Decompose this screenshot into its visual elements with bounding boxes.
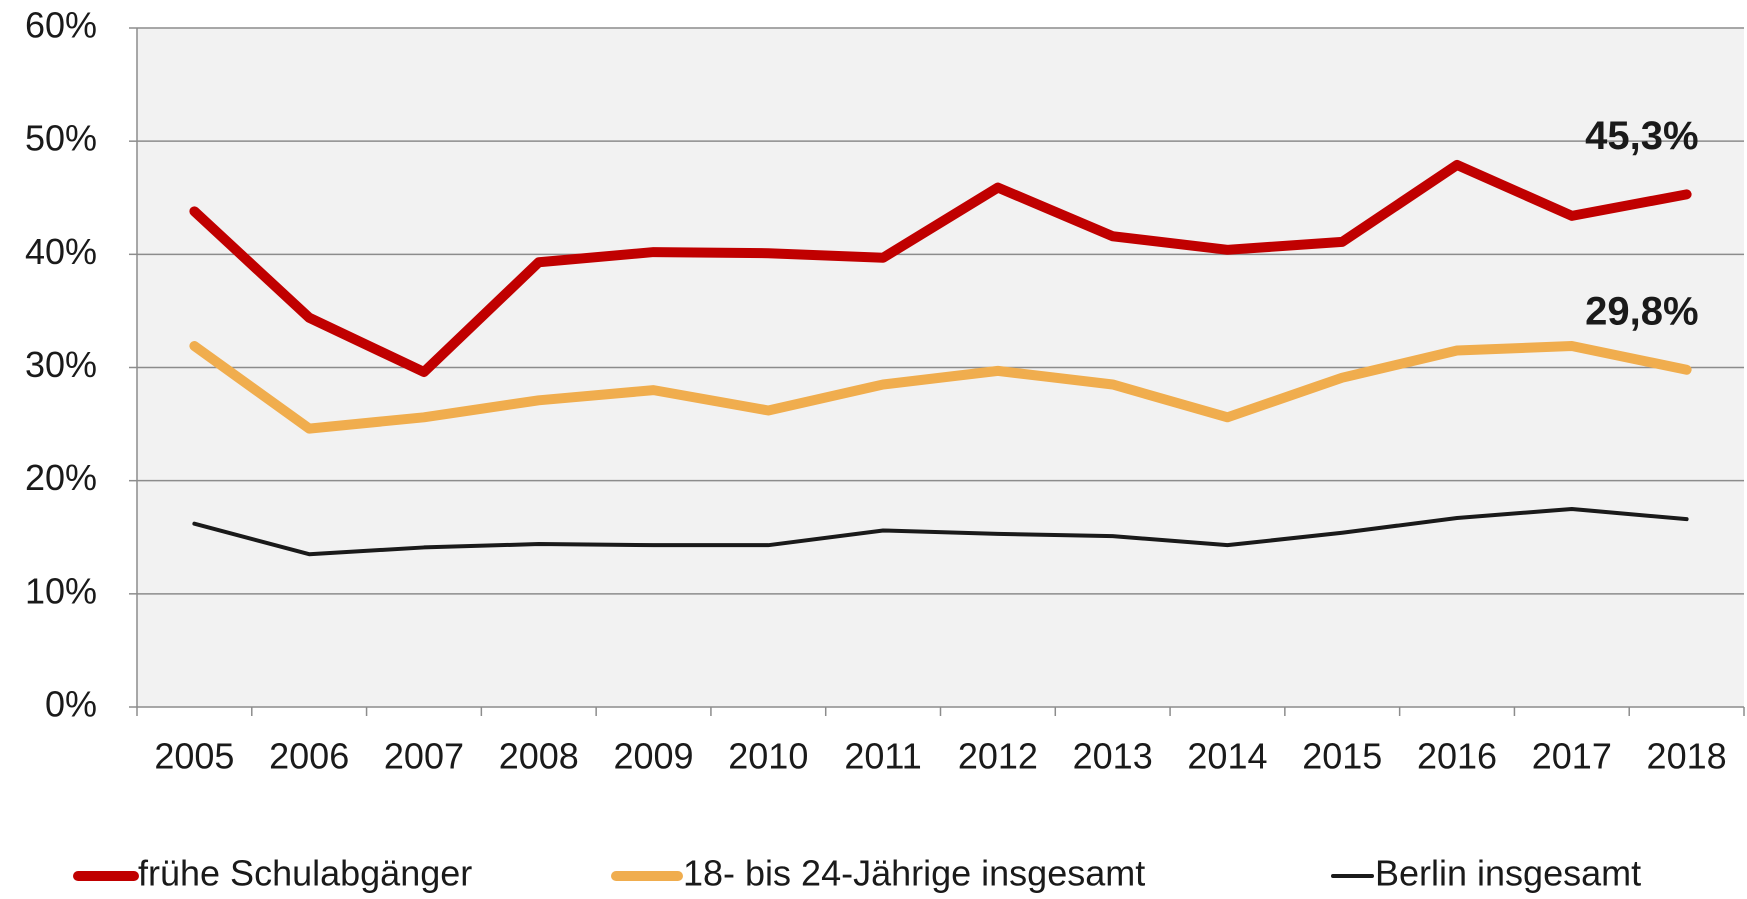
x-tick-label: 2008 (499, 736, 579, 777)
legend-label: 18- bis 24-Jährige insgesamt (683, 853, 1145, 894)
value-label: 29,8% (1585, 289, 1698, 333)
x-tick-label: 2007 (384, 736, 464, 777)
x-tick-label: 2012 (958, 736, 1038, 777)
x-tick-label: 2006 (269, 736, 349, 777)
legend-label: Berlin insgesamt (1375, 853, 1641, 894)
x-tick-label: 2015 (1302, 736, 1382, 777)
series-line (189, 340, 1692, 434)
y-tick-label: 30% (25, 344, 97, 385)
y-tick-label: 20% (25, 457, 97, 498)
y-tick-label: 60% (25, 5, 97, 46)
series-line (189, 159, 1692, 378)
value-label: 45,3% (1585, 114, 1698, 158)
series-line (192, 506, 1689, 557)
x-tick-label: 2010 (728, 736, 808, 777)
x-tick-label: 2014 (1187, 736, 1267, 777)
y-tick-label: 40% (25, 231, 97, 272)
x-tick-label: 2017 (1532, 736, 1612, 777)
x-tick-label: 2018 (1647, 736, 1727, 777)
y-tick-label: 10% (25, 570, 97, 611)
y-tick-label: 50% (25, 118, 97, 159)
x-tick-label: 2009 (613, 736, 693, 777)
y-tick-label: 0% (45, 684, 97, 725)
x-tick-label: 2005 (154, 736, 234, 777)
x-tick-label: 2013 (1073, 736, 1153, 777)
x-tick-label: 2011 (844, 736, 921, 777)
x-tick-label: 2016 (1417, 736, 1497, 777)
legend-label: frühe Schulabgänger (138, 853, 472, 894)
